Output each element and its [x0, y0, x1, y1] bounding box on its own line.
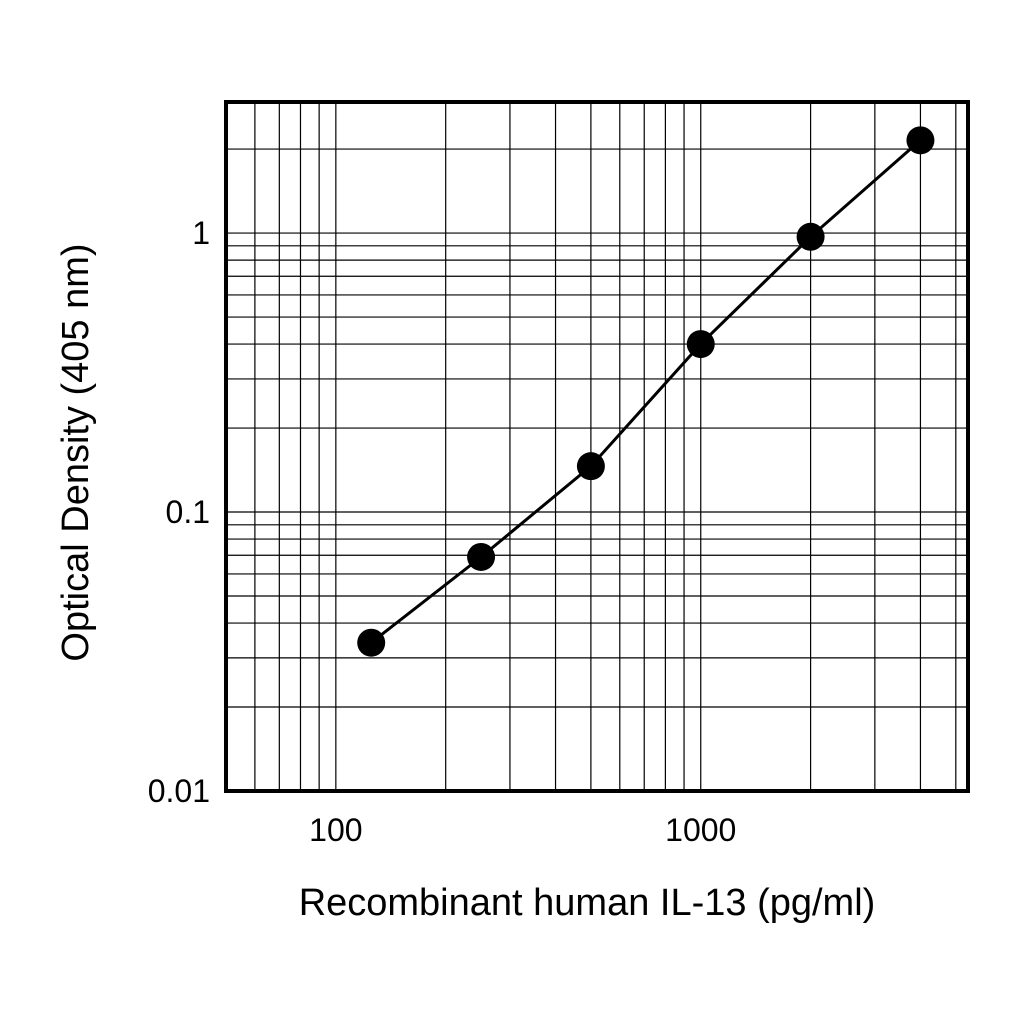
y-tick-label: 0.1: [166, 494, 210, 530]
x-tick-label: 1000: [665, 812, 736, 848]
series-line: [370, 139, 922, 644]
data-point: [357, 628, 386, 657]
grid: [226, 102, 968, 791]
data-point: [467, 542, 496, 571]
series-layer: [357, 126, 935, 657]
data-point: [906, 126, 935, 155]
data-point: [576, 452, 605, 481]
y-tick-label: 1: [192, 215, 210, 251]
x-tick-label: 100: [309, 812, 362, 848]
plot-frame: [224, 100, 970, 793]
y-tick-label: 0.01: [148, 773, 210, 809]
y-axis-title: Optical Density (405 nm): [55, 243, 97, 661]
tick-labels: 100 1000 0.01 0.1 1: [148, 215, 737, 848]
x-axis-title: Recombinant human IL-13 (pg/ml): [299, 882, 876, 924]
data-point: [796, 222, 825, 251]
data-point: [686, 330, 715, 359]
